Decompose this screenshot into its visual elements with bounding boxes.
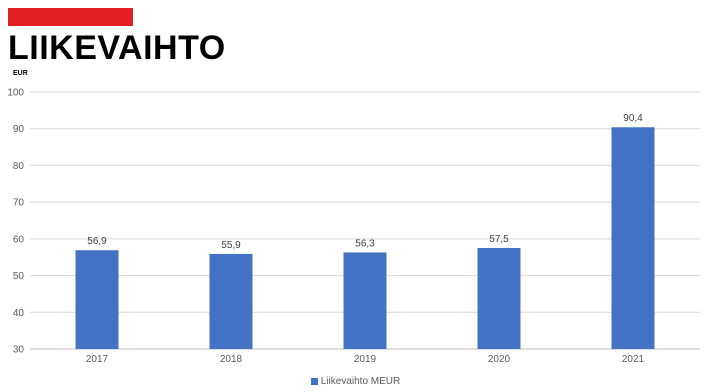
x-axis-ticks: 2017 2018 2019 2020 2021 xyxy=(86,354,645,365)
bar xyxy=(344,252,387,349)
y-tick-label: 80 xyxy=(13,161,25,172)
y-tick-label: 40 xyxy=(13,308,25,319)
x-tick-label: 2017 xyxy=(86,354,109,365)
data-label: 56,3 xyxy=(355,238,375,249)
x-tick-label: 2019 xyxy=(354,354,377,365)
bar xyxy=(210,254,253,349)
x-tick-label: 2021 xyxy=(622,354,645,365)
y-axis-ticks: 30 40 50 60 70 80 90 100 xyxy=(7,88,24,356)
y-tick-label: 50 xyxy=(13,271,25,282)
y-tick-label: 100 xyxy=(7,88,24,99)
data-label: 57,5 xyxy=(489,234,509,245)
bar xyxy=(76,250,119,349)
x-tick-label: 2020 xyxy=(488,354,511,365)
data-labels: 56,9 55,9 56,3 57,5 90,4 xyxy=(87,113,643,251)
bar xyxy=(478,248,521,349)
data-label: 56,9 xyxy=(87,236,107,247)
legend-swatch xyxy=(311,378,318,385)
legend: Liikevaihto MEUR xyxy=(0,376,711,387)
data-label: 55,9 xyxy=(221,240,241,251)
bar xyxy=(612,127,655,349)
x-tick-label: 2018 xyxy=(220,354,243,365)
legend-label: Liikevaihto MEUR xyxy=(321,376,400,387)
y-tick-label: 30 xyxy=(13,345,25,356)
y-tick-label: 70 xyxy=(13,198,25,209)
y-tick-label: 60 xyxy=(13,234,25,245)
y-tick-label: 90 xyxy=(13,124,25,135)
data-label: 90,4 xyxy=(623,113,643,124)
